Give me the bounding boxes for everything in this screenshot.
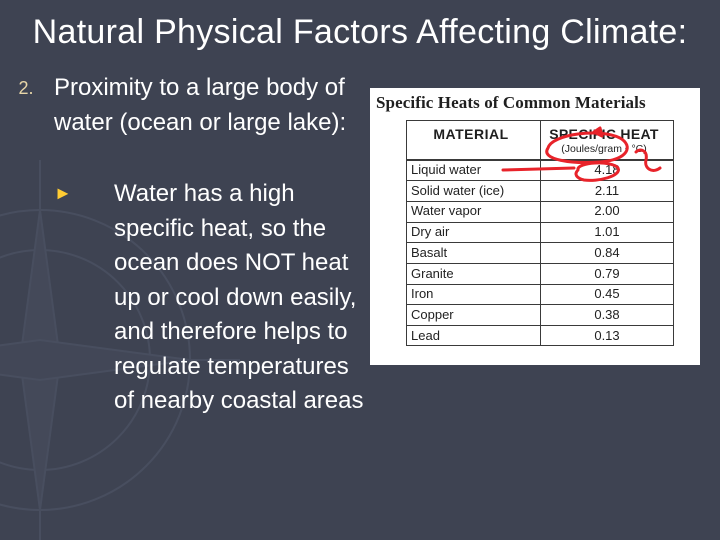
point-number: 2. — [18, 78, 34, 98]
row-divider — [406, 221, 674, 223]
table-column-divider — [540, 120, 541, 346]
cell-material: Water vapor — [411, 203, 482, 219]
cell-material: Granite — [411, 265, 454, 281]
column-header-material: MATERIAL — [433, 126, 509, 142]
row-divider — [406, 283, 674, 285]
row-divider — [406, 304, 674, 306]
cell-material: Lead — [411, 327, 440, 343]
cell-specific-heat: 1.01 — [594, 224, 620, 240]
cell-specific-heat: 4.18 — [594, 162, 620, 177]
specific-heat-table-image: Specific Heats of Common Materials MATER… — [370, 88, 700, 365]
table-row: Solid water (ice) 2.11 — [406, 181, 674, 202]
table-row: Dry air 1.01 — [406, 222, 674, 243]
cell-material: Liquid water — [411, 162, 482, 177]
row-divider — [406, 200, 674, 202]
table-header-divider — [406, 159, 674, 161]
table-row: Water vapor 2.00 — [406, 201, 674, 222]
table-title: Specific Heats of Common Materials — [376, 93, 646, 112]
table-border-bottom — [406, 345, 674, 346]
cell-specific-heat: 0.84 — [594, 244, 620, 260]
row-divider — [406, 263, 674, 264]
row-divider — [406, 325, 674, 327]
cell-material: Basalt — [411, 244, 448, 260]
cell-specific-heat: 0.38 — [594, 306, 620, 322]
row-divider — [406, 242, 674, 244]
column-header-specific-heat: SPECIFIC HEAT — [549, 126, 659, 142]
point-text: Proximity to a large body of water (ocea… — [54, 74, 347, 136]
table-border-right — [673, 120, 674, 346]
cell-material: Dry air — [411, 224, 450, 240]
table-row: Iron 0.45 — [406, 284, 674, 305]
row-divider — [406, 180, 674, 182]
cell-specific-heat: 2.00 — [594, 203, 620, 219]
column-header-units: (Joules/gram • °C) — [561, 143, 647, 155]
table-row: Granite 0.79 — [406, 264, 674, 285]
cell-material: Copper — [411, 306, 454, 322]
table-row: Liquid water 4.18 — [406, 160, 674, 181]
table-row: Copper 0.38 — [406, 305, 674, 326]
cell-specific-heat: 0.13 — [594, 327, 620, 343]
table-row: Lead 0.13 — [406, 326, 674, 347]
slide-title: Natural Physical Factors Affecting Clima… — [32, 13, 688, 51]
cell-specific-heat: 2.11 — [594, 182, 620, 198]
cell-material: Iron — [411, 286, 434, 302]
cell-specific-heat: 0.79 — [594, 265, 620, 281]
table-border-left — [406, 120, 407, 346]
table-row: Basalt 0.84 — [406, 243, 674, 264]
sub-point-text: Water has a high specific heat, so the o… — [114, 180, 364, 414]
cell-material: Solid water (ice) — [411, 182, 505, 198]
triangle-bullet-icon: ► — [54, 183, 72, 203]
cell-specific-heat: 0.45 — [594, 286, 620, 302]
